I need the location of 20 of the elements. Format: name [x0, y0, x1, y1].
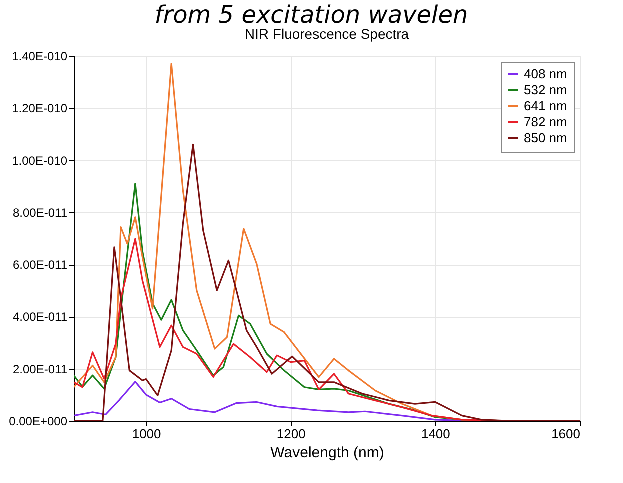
y-tick-label: 4.00E-011	[13, 310, 68, 324]
chart-title: from 5 excitation wavelen	[154, 0, 470, 29]
legend-label: 532 nm	[524, 82, 568, 98]
chart-subtitle: NIR Fluorescence Spectra	[244, 26, 410, 42]
legend-label: 850 nm	[524, 130, 568, 146]
y-tick-label: 2.00E-011	[13, 362, 68, 376]
x-tick-label: 1000	[132, 426, 162, 442]
x-tick-label: 1200	[276, 426, 306, 442]
legend-label: 641 nm	[524, 98, 568, 114]
y-tick-label: 8.00E-011	[13, 206, 68, 220]
x-axis-title: Wavelength (nm)	[270, 444, 384, 462]
y-tick-label: 1.20E-010	[12, 102, 68, 116]
legend-label: 408 nm	[524, 66, 568, 82]
y-tick-label: 0.00E+000	[9, 414, 68, 428]
y-tick-label: 1.00E-010	[12, 154, 68, 168]
y-tick-label: 6.00E-011	[13, 258, 68, 272]
legend-label: 782 nm	[524, 114, 568, 130]
x-tick-label: 1400	[421, 426, 450, 442]
x-tick-label: 1600	[552, 426, 580, 442]
y-tick-label: 1.40E-010	[12, 50, 68, 64]
